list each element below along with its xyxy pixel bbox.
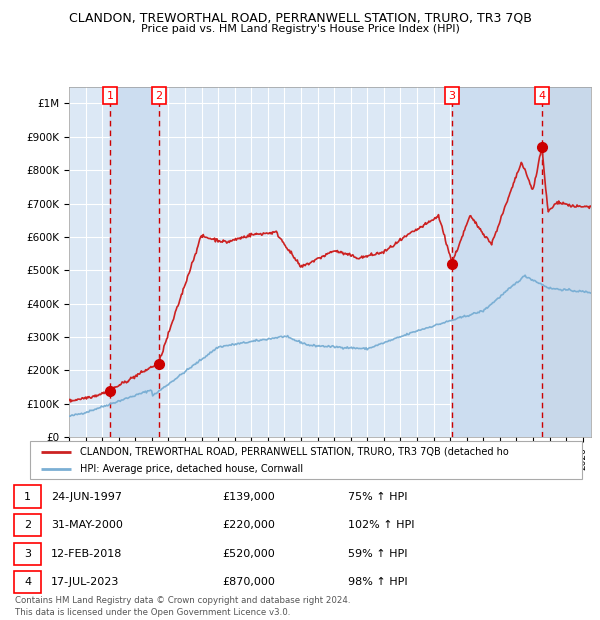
Text: 75% ↑ HPI: 75% ↑ HPI (348, 492, 407, 502)
Text: £520,000: £520,000 (222, 549, 275, 559)
Text: 1: 1 (24, 492, 31, 502)
Text: 59% ↑ HPI: 59% ↑ HPI (348, 549, 407, 559)
Text: 2: 2 (24, 520, 31, 530)
Text: 4: 4 (538, 91, 545, 100)
Text: 31-MAY-2000: 31-MAY-2000 (51, 520, 123, 530)
Bar (110, 87, 158, 437)
Text: 98% ↑ HPI: 98% ↑ HPI (348, 577, 407, 587)
Text: This data is licensed under the Open Government Licence v3.0.: This data is licensed under the Open Gov… (15, 608, 290, 617)
Text: 1: 1 (107, 91, 113, 100)
Text: 3: 3 (24, 549, 31, 559)
Text: 17-JUL-2023: 17-JUL-2023 (51, 577, 119, 587)
Text: £220,000: £220,000 (222, 520, 275, 530)
Text: 24-JUN-1997: 24-JUN-1997 (51, 492, 122, 502)
Bar (452, 87, 542, 437)
Text: HPI: Average price, detached house, Cornwall: HPI: Average price, detached house, Corn… (80, 464, 303, 474)
Text: £139,000: £139,000 (222, 492, 275, 502)
Text: 4: 4 (24, 577, 31, 587)
Text: 2: 2 (155, 91, 162, 100)
Text: 102% ↑ HPI: 102% ↑ HPI (348, 520, 415, 530)
Text: CLANDON, TREWORTHAL ROAD, PERRANWELL STATION, TRURO, TR3 7QB: CLANDON, TREWORTHAL ROAD, PERRANWELL STA… (68, 11, 532, 24)
Text: CLANDON, TREWORTHAL ROAD, PERRANWELL STATION, TRURO, TR3 7QB (detached ho: CLANDON, TREWORTHAL ROAD, PERRANWELL STA… (80, 447, 508, 457)
Text: Price paid vs. HM Land Registry's House Price Index (HPI): Price paid vs. HM Land Registry's House … (140, 24, 460, 33)
Bar (542, 87, 591, 437)
Text: £870,000: £870,000 (222, 577, 275, 587)
Text: 3: 3 (448, 91, 455, 100)
Text: 12-FEB-2018: 12-FEB-2018 (51, 549, 122, 559)
Text: Contains HM Land Registry data © Crown copyright and database right 2024.: Contains HM Land Registry data © Crown c… (15, 596, 350, 606)
